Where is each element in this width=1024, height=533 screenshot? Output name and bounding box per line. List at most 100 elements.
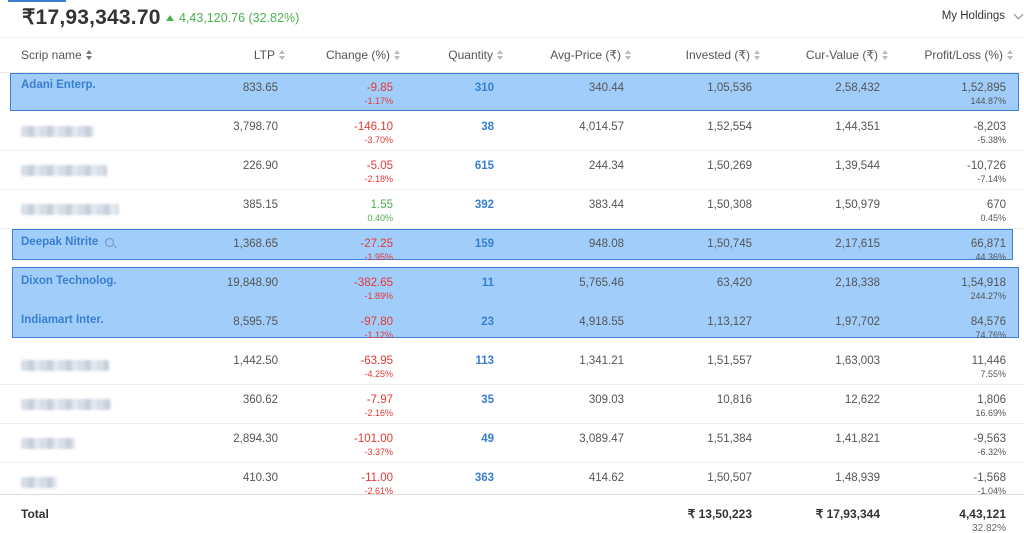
column-label: Scrip name: [21, 48, 82, 62]
change-percent: -2.61%: [364, 486, 393, 496]
profit-loss-value: 1,52,895 144.87%: [961, 82, 1006, 106]
table-row[interactable]: 360.62 -7.97 -2.16% 35 309.03 10,816 12,6…: [0, 385, 1024, 424]
change-percent: -3.37%: [364, 447, 393, 457]
column-header-invested[interactable]: Invested (₹): [686, 48, 761, 62]
scrip-name-link[interactable]: Adani Enterp.: [21, 79, 96, 91]
current-value: 12,622: [844, 394, 880, 406]
invested-value: 1,52,554: [707, 121, 752, 133]
scrip-name-link[interactable]: Deepak Nitrite: [21, 236, 115, 248]
column-header-profit-loss[interactable]: Profit/Loss (%): [924, 48, 1014, 62]
search-icon[interactable]: [105, 237, 115, 247]
pl-percent: 244.27%: [970, 291, 1006, 301]
column-header-ltp[interactable]: LTP: [254, 48, 286, 62]
quantity-value: 363: [474, 472, 494, 484]
scrip-name-link[interactable]: Dixon Technolog.: [21, 275, 117, 287]
invested-value: 1,51,384: [707, 433, 752, 445]
change-amount: -63.95: [360, 355, 393, 367]
table-row[interactable]: 3,798.70 -146.10 -3.70% 38 4,014.57 1,52,…: [0, 112, 1024, 151]
current-value: 2,17,615: [835, 238, 880, 250]
table-row[interactable]: Dixon Technolog. 19,848.90 -382.65 -1.89%…: [0, 268, 1024, 307]
profit-loss-value: -1,568 -1.04%: [973, 472, 1006, 496]
pl-percent: 144.87%: [970, 96, 1006, 106]
column-header-cur-value[interactable]: Cur-Value (₹): [806, 48, 889, 62]
change-percent: -2.18%: [364, 174, 393, 184]
table-row[interactable]: 385.15 1.55 0.40% 392 383.44 1,50,308 1,5…: [0, 190, 1024, 229]
avg-price-value: 1,341.21: [579, 355, 624, 367]
quantity-value: 310: [474, 82, 494, 94]
avg-price-value: 3,089.47: [579, 433, 624, 445]
profit-loss-value: -8,203 -5.38%: [973, 121, 1006, 145]
change-value: -11.00 -2.61%: [361, 472, 393, 496]
pl-amount: -9,563: [973, 433, 1006, 445]
scrip-name-link[interactable]: Indiamart Inter.: [21, 314, 104, 326]
table-row[interactable]: 1,442.50 -63.95 -4.25% 113 1,341.21 1,51,…: [0, 346, 1024, 385]
avg-price-value: 340.44: [588, 82, 624, 94]
sort-icon: [85, 50, 93, 60]
profit-loss-value: 1,54,918 244.27%: [961, 277, 1006, 301]
table-row[interactable]: 226.90 -5.05 -2.18% 615 244.34 1,50,269 1…: [0, 151, 1024, 190]
pl-percent: 44.36%: [975, 252, 1006, 262]
holdings-view-dropdown[interactable]: My Holdings: [942, 9, 1024, 22]
table-row[interactable]: 2,894.30 -101.00 -3.37% 49 3,089.47 1,51,…: [0, 424, 1024, 463]
change-amount: -7.97: [366, 394, 393, 406]
redacted-scrip-name: [21, 360, 109, 371]
quantity-value: 49: [481, 433, 494, 445]
change-percent: -3.70%: [364, 135, 393, 145]
column-label: Change (%): [325, 48, 390, 62]
current-value: 1,39,544: [835, 160, 880, 172]
pl-amount: 11,446: [971, 355, 1006, 367]
change-amount: -97.80: [360, 316, 393, 328]
total-pl-amount: 4,43,121: [959, 507, 1006, 521]
ltp-value: 19,848.90: [226, 277, 278, 289]
pl-percent: -6.32%: [977, 447, 1006, 457]
change-percent: -1.12%: [364, 330, 393, 340]
profit-loss-value: -10,726 -7.14%: [967, 160, 1006, 184]
column-header-scrip-name[interactable]: Scrip name: [21, 48, 93, 62]
ltp-value: 410.30: [242, 472, 278, 484]
change-amount: 1.55: [370, 199, 393, 211]
change-percent: -2.16%: [364, 408, 393, 418]
column-header-avg-price[interactable]: Avg-Price (₹): [550, 48, 632, 62]
quantity-value: 615: [474, 160, 494, 172]
column-label: Quantity: [448, 48, 493, 62]
quantity-value: 35: [481, 394, 494, 406]
column-label: LTP: [253, 48, 275, 62]
current-value: 2,58,432: [835, 82, 880, 94]
table-row[interactable]: Adani Enterp. 833.65 -9.85 -1.17% 310 340…: [0, 73, 1024, 112]
change-amount: -101.00: [353, 433, 393, 445]
quantity-value: 38: [481, 121, 494, 133]
totals-row: Total ₹ 13,50,223 ₹ 17,93,344 4,43,121 3…: [0, 494, 1024, 533]
invested-value: 1,50,269: [707, 160, 752, 172]
profit-loss-value: 84,576 74.76%: [971, 316, 1006, 340]
quantity-value: 11: [481, 277, 494, 289]
pl-percent: 7.55%: [980, 369, 1006, 379]
column-label: Cur-Value (₹): [805, 48, 878, 62]
table-row[interactable]: Indiamart Inter. 8,595.75 -97.80 -1.12% 2…: [0, 307, 1024, 346]
change-value: -27.25 -1.95%: [360, 238, 393, 262]
invested-value: 1,50,308: [707, 199, 752, 211]
sort-icon: [279, 50, 286, 60]
quantity-value: 392: [474, 199, 494, 211]
change-value: -146.10 -3.70%: [354, 121, 393, 145]
total-change-value: 4,43,120.76 (32.82%): [179, 11, 300, 25]
change-amount: -11.00: [361, 472, 393, 484]
change-amount: -382.65: [353, 277, 393, 289]
column-label: Avg-Price (₹): [550, 48, 621, 62]
total-pl-percent: 32.82%: [972, 523, 1006, 533]
chevron-down-icon: [1013, 9, 1024, 19]
table-row[interactable]: Deepak Nitrite 1,368.65 -27.25 -1.95% 159…: [0, 229, 1024, 268]
pl-percent: -7.14%: [977, 174, 1006, 184]
table-row[interactable]: 410.30 -11.00 -2.61% 363 414.62 1,50,507 …: [0, 463, 1024, 502]
profit-loss-value: -9,563 -6.32%: [973, 433, 1006, 457]
ltp-value: 8,595.75: [233, 316, 278, 328]
redacted-scrip-name: [21, 204, 119, 215]
total-current-value: ₹ 17,93,344: [815, 507, 880, 521]
column-header-change[interactable]: Change (%): [326, 48, 401, 62]
column-header-quantity[interactable]: Quantity: [448, 48, 504, 62]
profit-loss-value: 1,806 16.69%: [975, 394, 1006, 418]
change-percent: -1.89%: [364, 291, 393, 301]
avg-price-value: 309.03: [588, 394, 624, 406]
change-percent: -1.95%: [364, 252, 393, 262]
ltp-value: 1,368.65: [233, 238, 278, 250]
pl-percent: -5.38%: [977, 135, 1006, 145]
